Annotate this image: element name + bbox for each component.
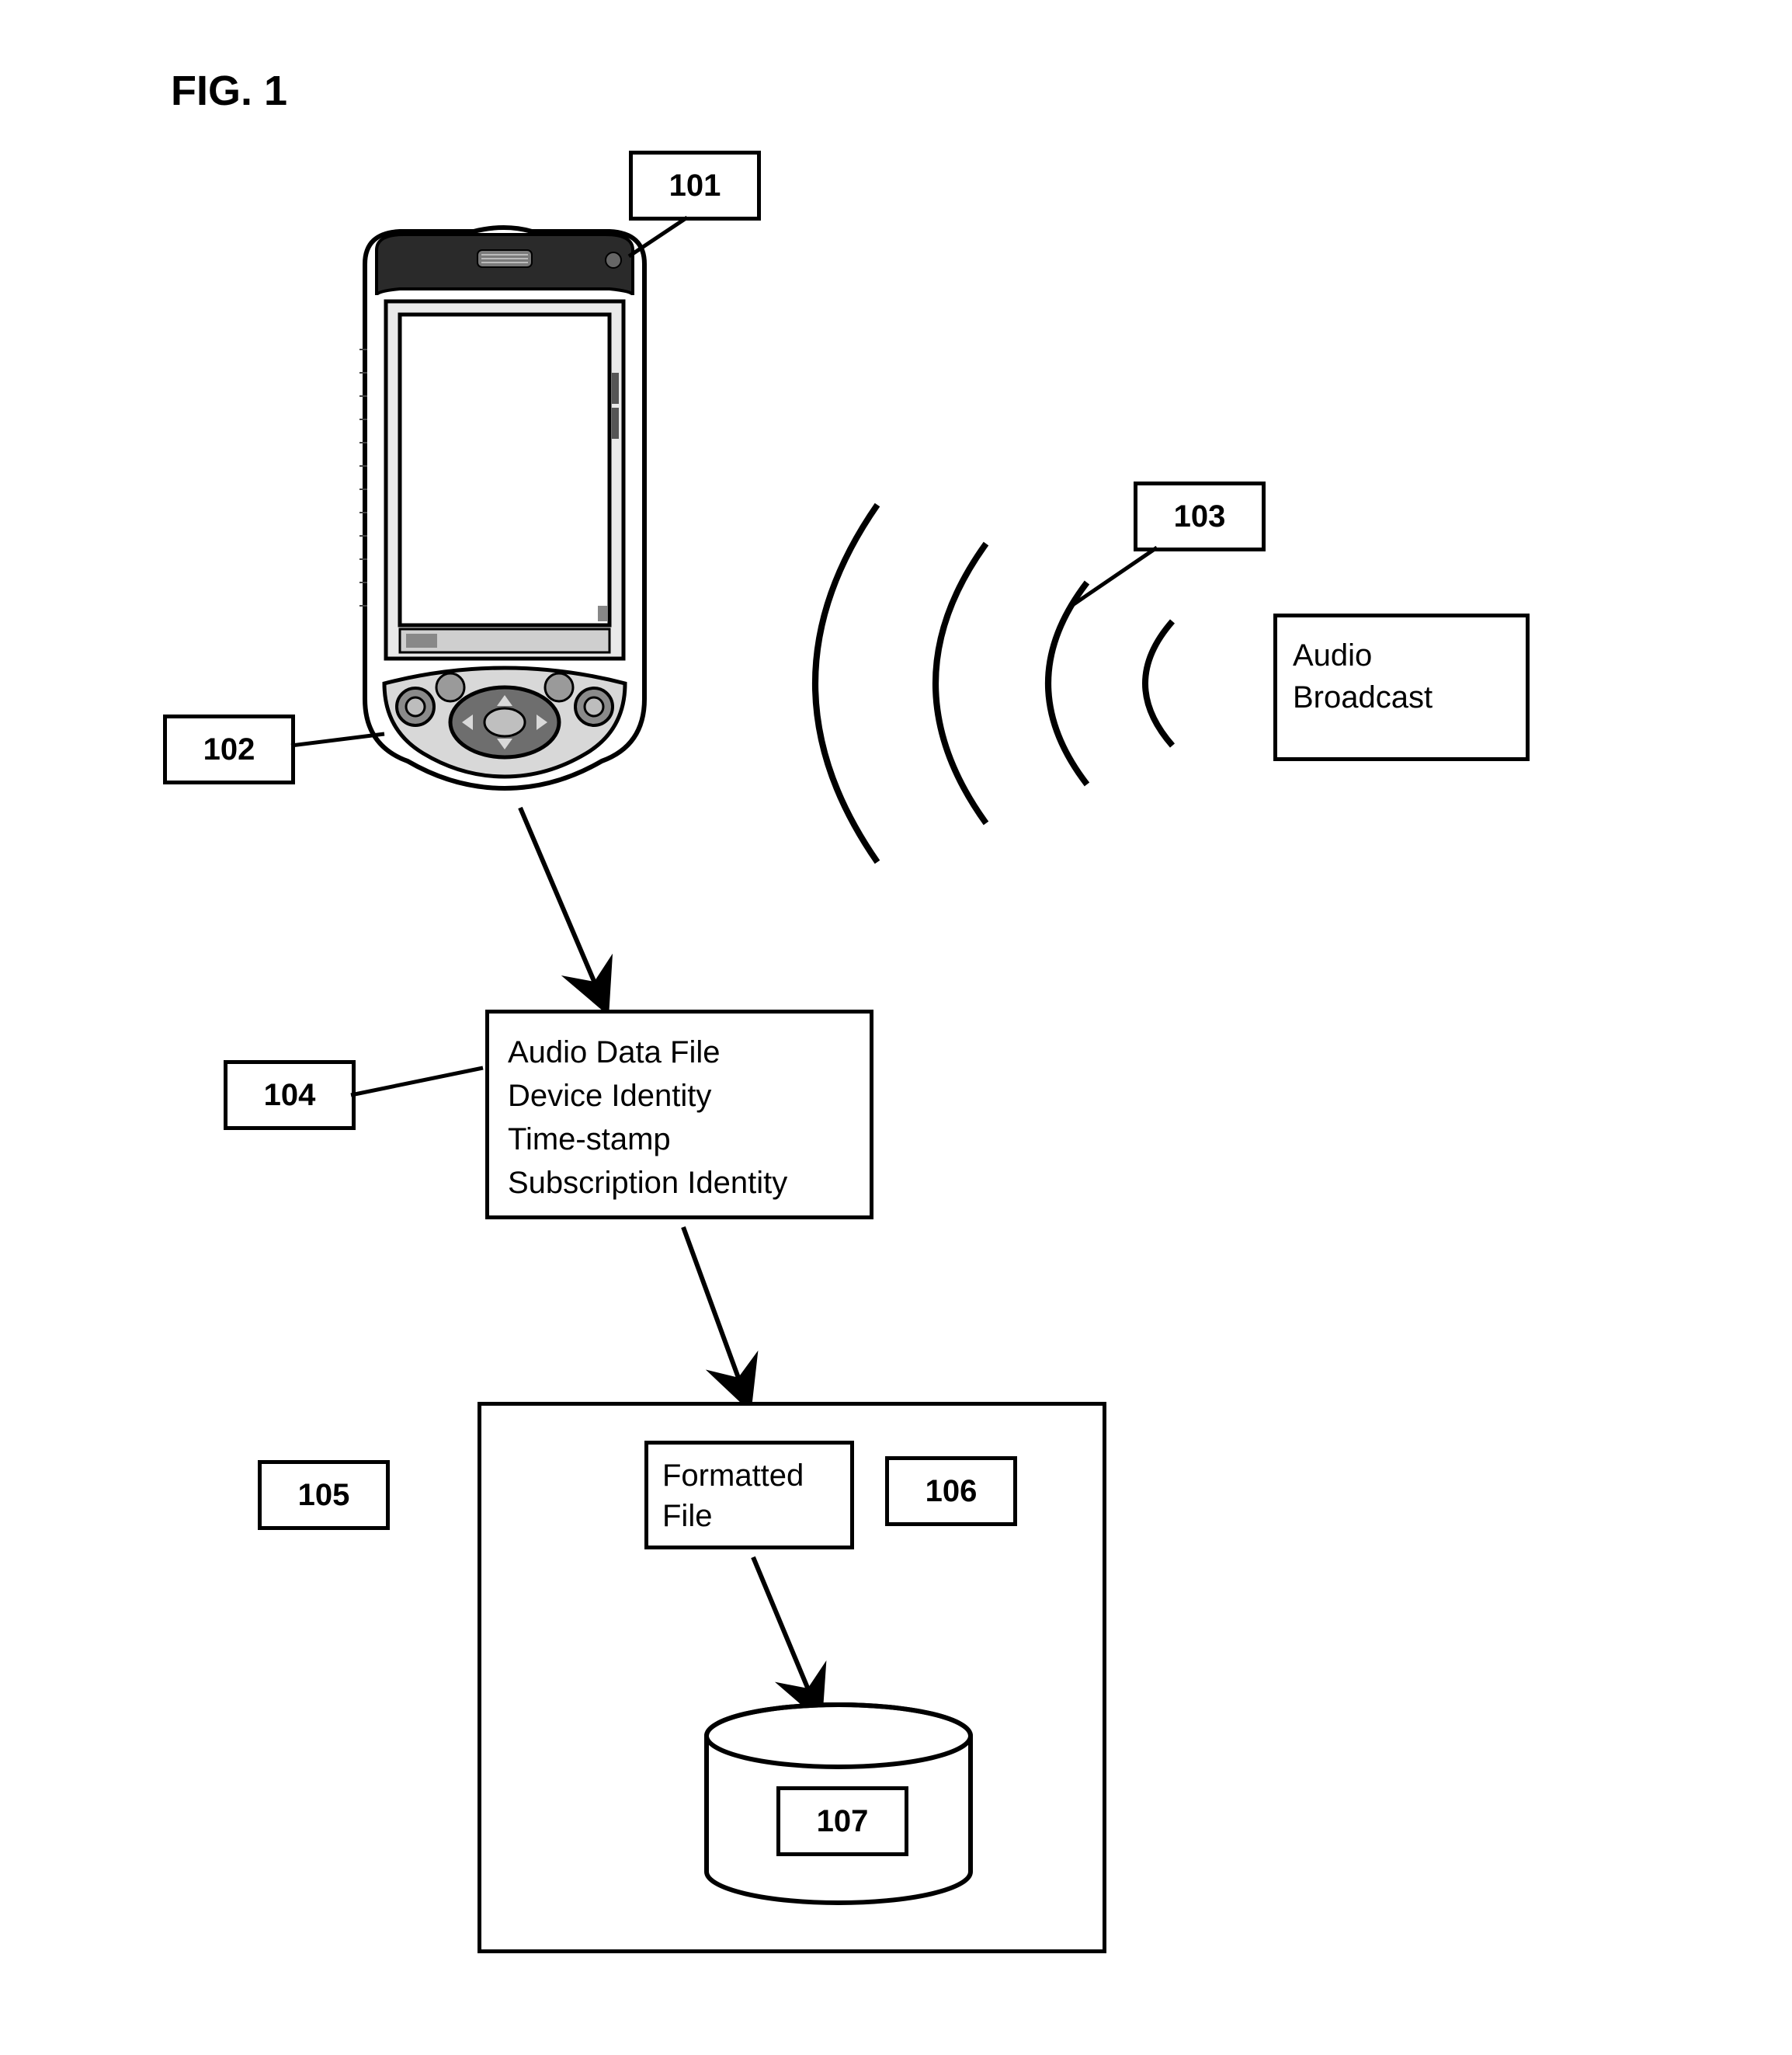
leader-101 — [621, 214, 714, 268]
label-101: 101 — [629, 151, 761, 221]
formatted-file-line1: Formatted — [662, 1455, 836, 1496]
label-105-text: 105 — [298, 1478, 350, 1513]
leader-104 — [351, 1064, 487, 1126]
leader-103 — [1064, 544, 1172, 614]
patent-figure: FIG. 1 — [0, 0, 1792, 2055]
label-106: 106 — [885, 1456, 1017, 1526]
data-file-line4: Subscription Identity — [508, 1161, 851, 1205]
arrow-pda-to-datafile — [505, 804, 629, 1006]
data-file-line1: Audio Data File — [508, 1031, 851, 1074]
label-101-text: 101 — [669, 169, 721, 203]
formatted-file-box: Formatted File — [644, 1441, 854, 1549]
label-104-text: 104 — [264, 1078, 316, 1113]
data-file-line2: Device Identity — [508, 1074, 851, 1118]
pda-device-icon — [322, 217, 687, 800]
label-106-text: 106 — [926, 1474, 978, 1509]
label-107: 107 — [776, 1786, 908, 1856]
arrow-datafile-to-container — [672, 1223, 765, 1398]
label-103-text: 103 — [1174, 499, 1226, 534]
data-file-line3: Time-stamp — [508, 1118, 851, 1161]
leader-102 — [291, 730, 392, 761]
figure-title: FIG. 1 — [171, 67, 287, 115]
label-104: 104 — [224, 1060, 356, 1130]
label-102: 102 — [163, 715, 295, 784]
label-102-text: 102 — [203, 732, 255, 767]
label-103: 103 — [1134, 482, 1266, 551]
label-105: 105 — [258, 1460, 390, 1530]
data-file-box: Audio Data File Device Identity Time-sta… — [485, 1010, 873, 1219]
audio-broadcast-box: Audio Broadcast — [1273, 614, 1530, 761]
formatted-file-line2: File — [662, 1496, 836, 1536]
audio-broadcast-line1: Audio — [1293, 635, 1510, 676]
audio-broadcast-line2: Broadcast — [1293, 676, 1510, 718]
arrow-file-to-db — [738, 1553, 831, 1709]
label-107-text: 107 — [817, 1804, 869, 1839]
